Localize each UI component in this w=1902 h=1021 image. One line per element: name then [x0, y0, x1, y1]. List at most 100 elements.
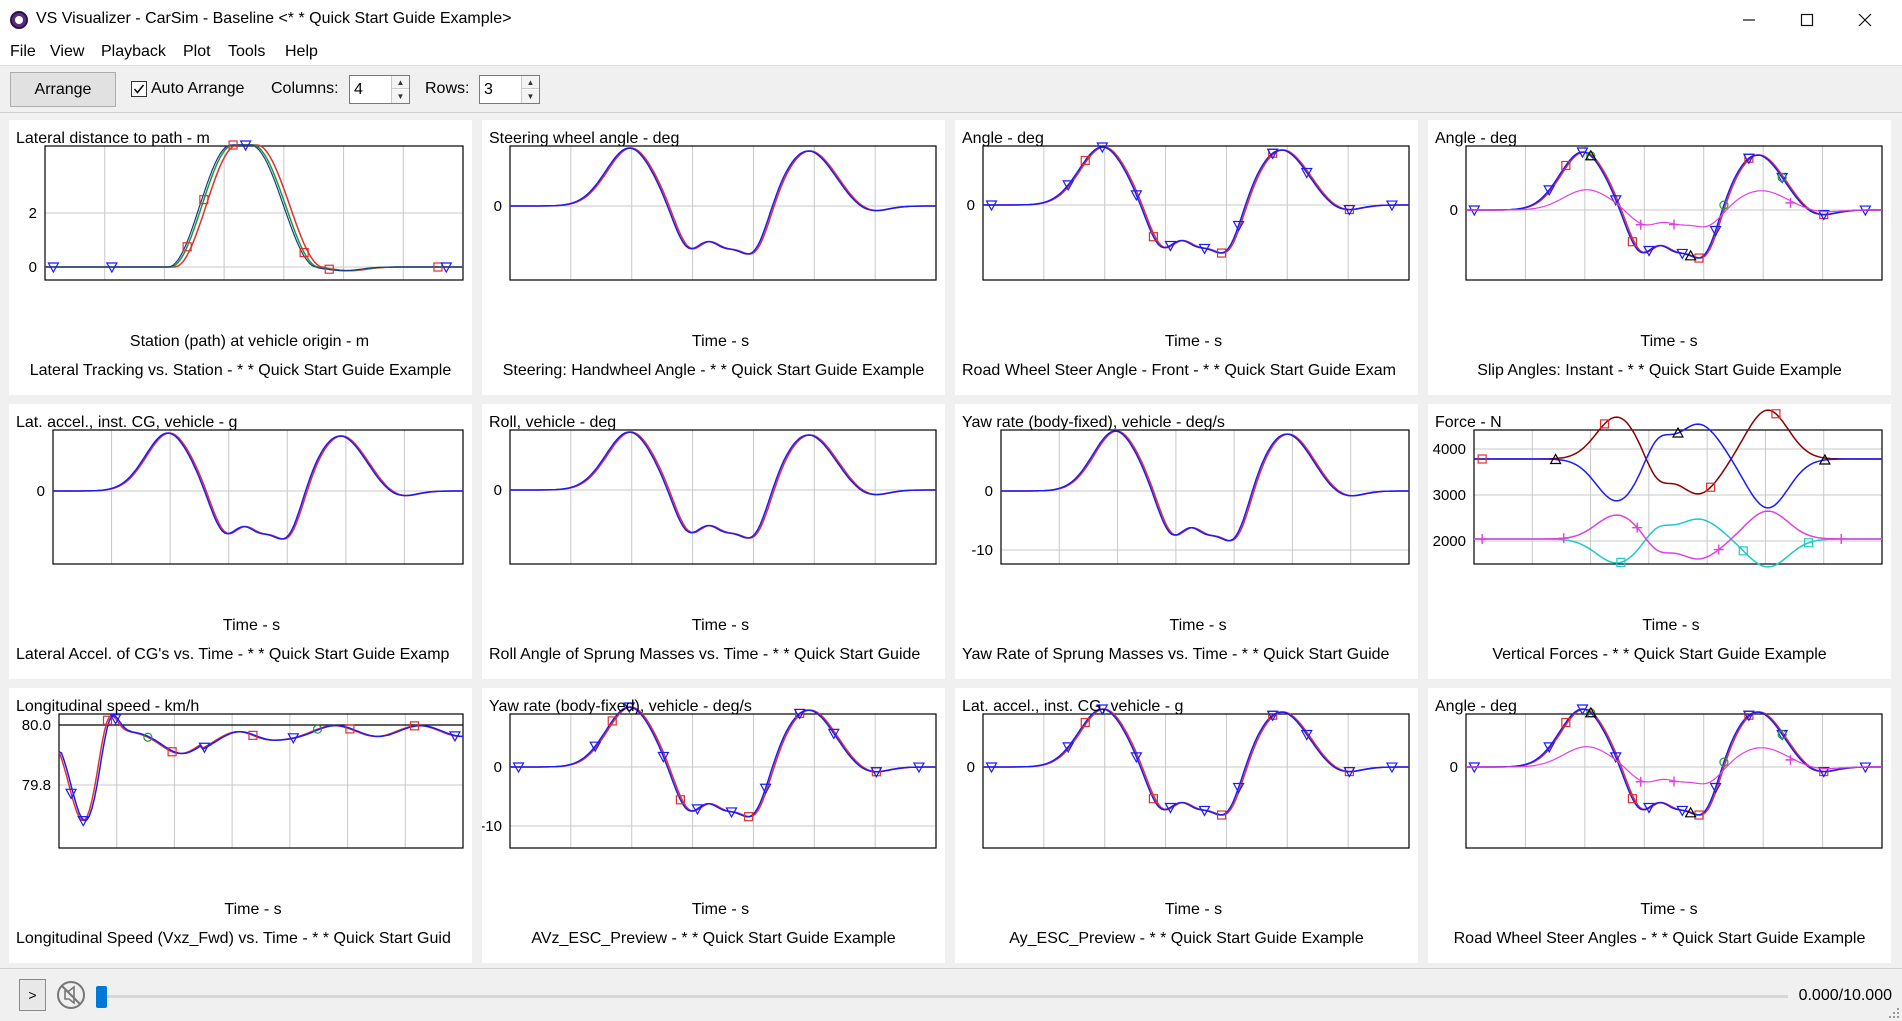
plot-panel[interactable]: 0 -10 Yaw rate (body-fixed), vehicle - deg…: [955, 404, 1418, 679]
arrange-button[interactable]: Arrange: [10, 72, 116, 107]
no-sound-icon[interactable]: [55, 979, 87, 1011]
series-line: [983, 146, 1409, 254]
series-marker: [248, 730, 258, 740]
plot-panel[interactable]: 0 Lat. accel., inst. CG, vehicle - g Time …: [955, 688, 1418, 963]
menu-tools[interactable]: Tools: [228, 43, 266, 60]
close-button[interactable]: [1836, 0, 1894, 40]
menu-help[interactable]: Help: [285, 43, 318, 60]
series-marker: [1232, 782, 1245, 794]
series-marker: [589, 741, 602, 753]
series-marker: [1643, 245, 1656, 257]
menu-view[interactable]: View: [50, 43, 85, 60]
series-marker: [1742, 153, 1755, 165]
series-marker: [1198, 243, 1211, 255]
plot-frame: [52, 429, 464, 565]
plot-panel[interactable]: 0 Angle - deg Time - s Slip Angles: Instant…: [1428, 120, 1891, 395]
y-tick-label: -10: [482, 818, 502, 835]
series-marker: [47, 262, 60, 274]
series-marker: [1148, 794, 1158, 804]
rows-down-arrow-icon[interactable]: ▼: [522, 90, 539, 103]
plot-caption: Slip Angles: Instant - * * Quick Start G…: [1477, 362, 1842, 379]
series-marker: [1216, 810, 1227, 820]
plot-canvas: 0: [494, 145, 937, 281]
series-marker: [409, 721, 420, 731]
columns-down-arrow-icon[interactable]: ▼: [392, 90, 409, 103]
auto-arrange-checkbox[interactable]: [131, 81, 147, 97]
series-marker: [1669, 219, 1679, 230]
columns-spinner[interactable]: 4 ▲ ▼: [349, 75, 410, 104]
y-tick-label: 0: [494, 759, 502, 776]
plot-canvas: 0: [494, 429, 937, 565]
plot-panel[interactable]: 0 Roll, vehicle - deg Time - s Roll Angle o…: [482, 404, 945, 679]
series-marker: [1576, 147, 1589, 159]
rows-value[interactable]: 3: [484, 81, 493, 98]
series-line: [1474, 510, 1882, 560]
playback-bar: > 0.000/10.000: [0, 968, 1902, 1021]
series-marker: [1130, 752, 1143, 764]
minimize-button[interactable]: [1720, 0, 1778, 40]
series-marker: [1266, 148, 1279, 160]
plot-caption: Steering: Handwheel Angle - * * Quick St…: [502, 362, 925, 379]
series-marker: [167, 747, 177, 757]
x-axis-label: Time - s: [1164, 333, 1223, 350]
series-line: [1466, 708, 1882, 816]
maximize-button[interactable]: [1778, 0, 1836, 40]
series-marker: [1713, 544, 1724, 555]
series-marker: [143, 732, 153, 742]
series-line: [58, 714, 464, 822]
series-line: [1466, 151, 1882, 259]
plot-panel[interactable]: 0 Angle - deg Time - s Road Wheel Steer Ang…: [955, 120, 1418, 395]
series-marker: [1669, 776, 1679, 787]
series-marker: [1635, 219, 1646, 230]
series-marker: [1062, 742, 1075, 754]
series-marker: [1584, 706, 1597, 718]
plot-panel[interactable]: 2 0 Lateral distance to path - m Station (p…: [9, 120, 472, 395]
columns-up-arrow-icon[interactable]: ▲: [392, 76, 409, 89]
series-marker: [324, 264, 334, 274]
rows-label: Rows:: [425, 80, 470, 97]
series-marker: [1558, 533, 1569, 544]
series-marker: [1706, 482, 1716, 492]
plot-panel[interactable]: 80.0 79.8 Longitudinal speed - km/h Time - …: [9, 688, 472, 963]
plot-panel[interactable]: 0 Lat. accel., inst. CG, vehicle - g Time …: [9, 404, 472, 679]
series-marker: [1643, 802, 1656, 814]
plot-canvas: 0: [967, 142, 1410, 281]
plot-title: Lateral distance to path - m: [16, 130, 210, 147]
series-line: [1466, 708, 1882, 816]
rows-up-arrow-icon[interactable]: ▲: [522, 76, 539, 89]
x-axis-label: Station (path) at vehicle origin - m: [129, 333, 370, 350]
timeline-track[interactable]: [96, 995, 1788, 998]
resize-grip-icon[interactable]: [1888, 1007, 1900, 1019]
series-marker: [448, 731, 461, 743]
y-tick-label: 3000: [1433, 487, 1466, 504]
y-tick-label: 0: [985, 483, 993, 500]
menu-playback[interactable]: Playback: [101, 43, 166, 60]
plot-canvas: 0 -10: [482, 702, 937, 849]
menu-plot[interactable]: Plot: [183, 43, 211, 60]
plot-panel[interactable]: 0 -10 Yaw rate (body-fixed), vehicle - deg…: [482, 688, 945, 963]
menu-file[interactable]: File: [10, 43, 36, 60]
series-marker: [1676, 805, 1689, 817]
plot-frame: [509, 429, 937, 565]
series-line: [1474, 518, 1882, 568]
columns-value[interactable]: 4: [354, 81, 363, 98]
plot-panel[interactable]: 0 Steering wheel angle - deg Time - s Steer…: [482, 120, 945, 395]
series-marker: [1343, 204, 1356, 216]
plot-caption: Roll Angle of Sprung Masses vs. Time - *…: [489, 646, 921, 663]
series-line: [1474, 423, 1882, 509]
plot-canvas: 0: [967, 704, 1410, 849]
series-marker: [312, 724, 323, 734]
series-marker: [1719, 200, 1729, 210]
series-marker: [1477, 534, 1488, 544]
series-marker: [1080, 155, 1090, 166]
x-axis-label: Time - s: [1164, 901, 1223, 918]
y-tick-label: 0: [29, 259, 37, 276]
plot-title: Roll, vehicle - deg: [489, 414, 617, 431]
plot-panel[interactable]: 4000 3000 2000 Force - N Time - s Vertical Fo…: [1428, 404, 1891, 679]
plot-panel[interactable]: 0 Angle - deg Time - s Road Wheel Steer Ang…: [1428, 688, 1891, 963]
series-marker: [1627, 794, 1637, 804]
series-marker: [1719, 757, 1729, 767]
timeline-slider-thumb[interactable]: [96, 986, 107, 1008]
rows-spinner[interactable]: 3 ▲ ▼: [479, 75, 540, 104]
play-button[interactable]: >: [19, 979, 46, 1011]
